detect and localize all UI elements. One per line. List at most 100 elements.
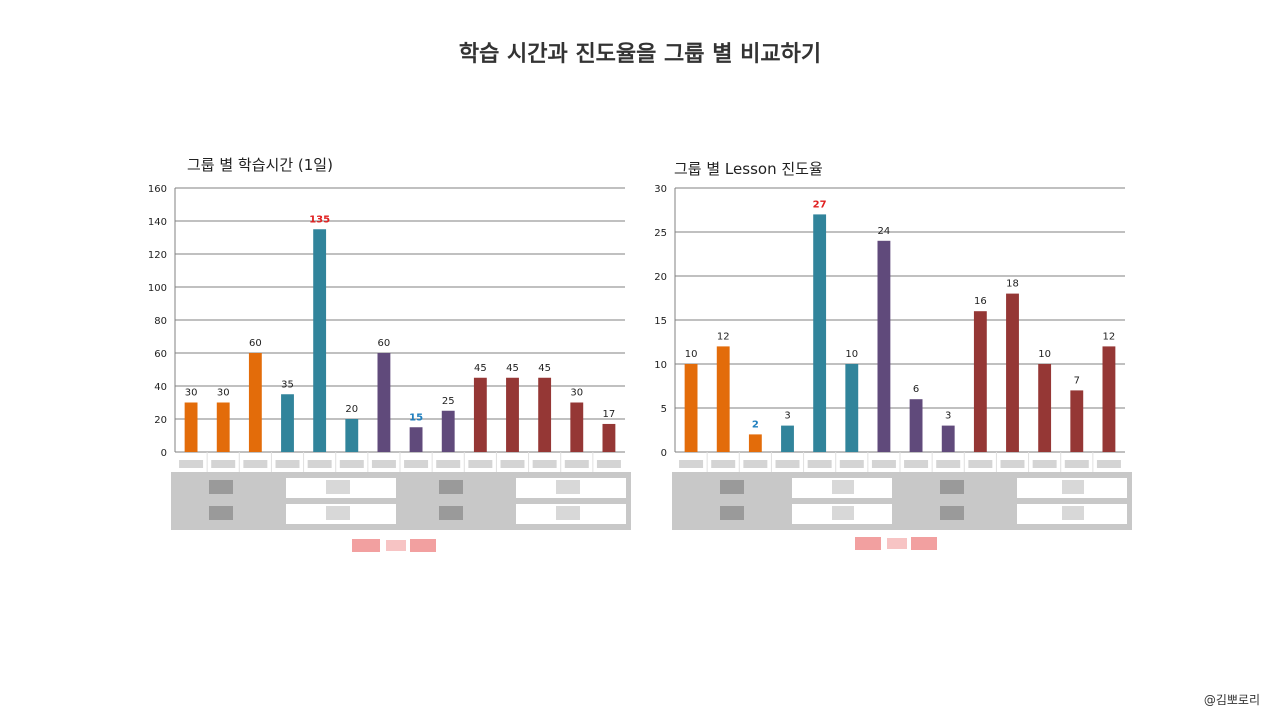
data-label: 60 <box>378 338 391 349</box>
bar <box>684 364 698 452</box>
bar <box>1070 390 1084 452</box>
data-label: 15 <box>409 412 423 423</box>
category-label-blurred <box>275 460 300 468</box>
category-label-blurred <box>596 460 621 468</box>
chart-svg: 0 20 40 60 80 100 120 140 160 30 30 60 35 135 20 60 15 25… <box>148 184 625 472</box>
data-label: 3 <box>784 411 790 422</box>
category-label-blurred <box>936 460 961 468</box>
chart-lesson-progress: 그룹 별 Lesson 진도율 0 5 10 15 20 25 30 10 12 2 3 27 10 24… <box>640 150 1140 570</box>
data-label: 35 <box>281 379 294 390</box>
bar <box>845 364 859 452</box>
category-label-blurred <box>179 460 204 468</box>
data-label: 2 <box>752 419 759 430</box>
bar <box>184 402 198 452</box>
bar <box>570 402 584 452</box>
blurred-note <box>352 539 436 552</box>
bar <box>1102 346 1116 452</box>
category-label-blurred <box>307 460 332 468</box>
category-label-blurred <box>711 460 736 468</box>
data-label: 24 <box>878 226 891 237</box>
y-tick-label: 30 <box>654 184 667 195</box>
credit: @김뽀로리 <box>1203 693 1260 707</box>
category-label-blurred <box>371 460 396 468</box>
blurred-data-table <box>171 472 631 530</box>
category-label-blurred <box>1032 460 1057 468</box>
bar <box>216 402 230 452</box>
y-tick-label: 160 <box>148 184 167 195</box>
data-label: 10 <box>685 349 698 360</box>
data-label: 60 <box>249 338 262 349</box>
category-label-blurred <box>436 460 461 468</box>
y-tick-label: 40 <box>154 382 167 393</box>
data-label: 25 <box>442 396 455 407</box>
category-label-blurred <box>211 460 236 468</box>
data-label: 30 <box>217 388 230 399</box>
y-tick-label: 5 <box>661 404 667 415</box>
data-label: 20 <box>345 404 358 415</box>
bar <box>377 353 391 452</box>
data-label: 10 <box>1038 349 1051 360</box>
page-title: 학습 시간과 진도율을 그룹 별 비교하기 <box>458 42 822 67</box>
y-tick-label: 60 <box>154 349 167 360</box>
bar <box>941 425 955 452</box>
bar <box>909 399 923 452</box>
bar <box>973 311 987 452</box>
y-tick-label: 120 <box>148 250 167 261</box>
bar <box>441 410 455 452</box>
data-label: 12 <box>717 331 730 342</box>
y-tick-label: 100 <box>148 283 167 294</box>
category-label-blurred <box>500 460 525 468</box>
category-label-blurred <box>807 460 832 468</box>
y-tick-label: 80 <box>154 316 167 327</box>
chart-svg: 0 5 10 15 20 25 30 10 12 2 3 27 10 24 6 3 16 18 10 7 12 <box>654 184 1125 472</box>
bar <box>1006 293 1019 452</box>
bar <box>813 214 827 452</box>
bar <box>538 377 552 452</box>
data-label: 7 <box>1074 375 1080 386</box>
data-label: 18 <box>1006 279 1019 290</box>
data-label: 45 <box>506 363 519 374</box>
category-label-blurred <box>243 460 268 468</box>
y-tick-label: 0 <box>161 448 167 459</box>
bar <box>409 427 423 452</box>
category-label-blurred <box>1064 460 1089 468</box>
category-label-blurred <box>1096 460 1121 468</box>
category-label-blurred <box>679 460 704 468</box>
data-label: 12 <box>1103 331 1116 342</box>
category-label-blurred <box>339 460 364 468</box>
bar <box>748 434 762 452</box>
chart-title: 그룹 별 학습시간 (1일) <box>187 156 333 174</box>
y-tick-label: 20 <box>654 272 667 283</box>
category-label-blurred <box>904 460 929 468</box>
bar <box>281 394 294 452</box>
bar <box>313 229 327 452</box>
bar <box>506 377 519 452</box>
y-tick-label: 0 <box>661 448 667 459</box>
data-label: 30 <box>570 388 583 399</box>
data-label: 16 <box>974 296 987 307</box>
bar <box>345 419 359 452</box>
data-label: 30 <box>185 388 198 399</box>
blurred-data-table <box>672 472 1132 530</box>
y-tick-label: 10 <box>654 360 667 371</box>
category-label-blurred <box>775 460 800 468</box>
category-label-blurred <box>468 460 493 468</box>
data-label: 10 <box>845 349 858 360</box>
category-label-blurred <box>564 460 589 468</box>
bar <box>248 353 262 452</box>
data-label: 6 <box>913 384 919 395</box>
data-label: 17 <box>603 409 616 420</box>
bar <box>602 423 616 452</box>
bar <box>1038 364 1052 452</box>
y-tick-label: 15 <box>654 316 667 327</box>
y-tick-label: 140 <box>148 217 167 228</box>
data-label: 135 <box>309 214 330 225</box>
category-label-blurred <box>839 460 864 468</box>
bar <box>781 425 794 452</box>
bar <box>716 346 730 452</box>
bar <box>473 377 487 452</box>
category-label-blurred <box>743 460 768 468</box>
y-tick-label: 25 <box>654 228 667 239</box>
category-label-blurred <box>871 460 896 468</box>
data-label: 45 <box>474 363 487 374</box>
